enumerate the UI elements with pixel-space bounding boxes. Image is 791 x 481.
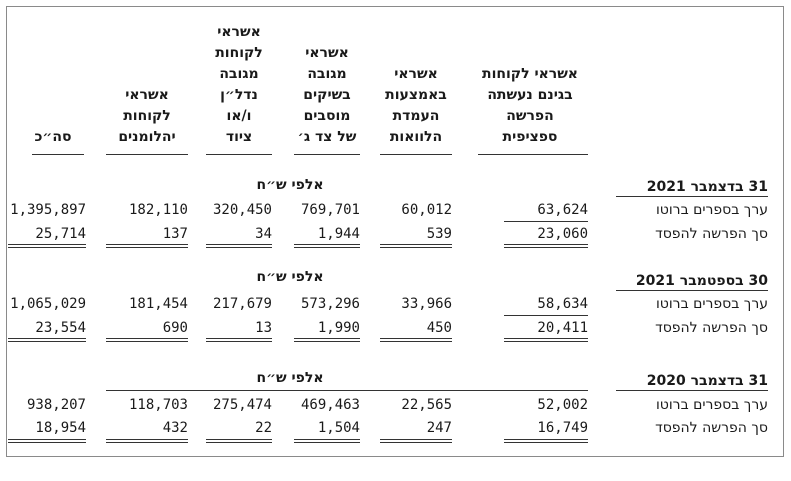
cell-loans: 247 xyxy=(426,420,452,436)
cell-specific: 58,634 xyxy=(537,296,588,312)
cell-total: 938,207 xyxy=(26,397,86,413)
row-label: ערך בספרים ברוטו xyxy=(655,397,768,413)
cell-checks: 573,296 xyxy=(300,296,360,312)
column-header-realestate: אשראי לקוחות מגובה נדל״ן ו/או ציוד xyxy=(215,24,263,145)
row-label: סך הפרשה להפסד xyxy=(655,320,768,336)
column-header-specific: אשראי לקוחות בגינם נעשתה הפרשה ספציפית xyxy=(482,66,578,145)
cell-loans: 539 xyxy=(426,226,452,242)
cell-total: 25,714 xyxy=(35,226,86,242)
cell-realestate: 13 xyxy=(255,320,272,336)
row-label: סך הפרשה להפסד xyxy=(655,226,768,242)
cell-realestate: 217,679 xyxy=(212,296,272,312)
section-title: 31 בדצמבר 2021 xyxy=(616,178,768,197)
cell-loans: 22,565 xyxy=(401,397,452,413)
cell-checks: 1,504 xyxy=(317,420,360,436)
cell-total: 18,954 xyxy=(35,420,86,436)
cell-realestate: 22 xyxy=(255,420,272,436)
cell-checks: 1,944 xyxy=(317,226,360,242)
cell-specific: 16,749 xyxy=(537,420,588,436)
cell-total: 1,395,897 xyxy=(10,202,86,218)
column-header-loans: אשראי באמצעות העמדת הלוואות xyxy=(385,66,447,145)
cell-loans: 33,966 xyxy=(401,296,452,312)
section-title: 31 בדצמבר 2020 xyxy=(616,372,768,391)
section-title: 30 בספטמבר 2021 xyxy=(616,272,768,291)
cell-private: 137 xyxy=(162,226,188,242)
column-header-private: אשראי לקוחות יהלומנים xyxy=(118,87,176,145)
table-frame xyxy=(6,6,784,457)
unit-label: אלפי ש״ח xyxy=(256,370,324,386)
cell-private: 432 xyxy=(162,420,188,436)
cell-checks: 469,463 xyxy=(300,397,360,413)
column-header-total: סה״כ xyxy=(34,129,72,145)
unit-label: אלפי ש״ח xyxy=(256,177,324,193)
unit-label: אלפי ש״ח xyxy=(256,269,324,285)
column-header-checks: אשראי מגובה בשיקים מוסבים של צד ג׳ xyxy=(297,45,357,145)
cell-specific: 63,624 xyxy=(537,202,588,218)
cell-checks: 769,701 xyxy=(300,202,360,218)
cell-private: 118,703 xyxy=(128,397,188,413)
cell-realestate: 34 xyxy=(255,226,272,242)
cell-loans: 60,012 xyxy=(401,202,452,218)
cell-specific: 23,060 xyxy=(537,226,588,242)
cell-specific: 52,002 xyxy=(537,397,588,413)
row-label: ערך בספרים ברוטו xyxy=(655,296,768,312)
row-label: סך הפרשה להפסד xyxy=(655,420,768,436)
cell-specific: 20,411 xyxy=(537,320,588,336)
row-label: ערך בספרים ברוטו xyxy=(655,202,768,218)
cell-total: 1,065,029 xyxy=(10,296,86,312)
cell-realestate: 320,450 xyxy=(212,202,272,218)
cell-total: 23,554 xyxy=(35,320,86,336)
cell-checks: 1,990 xyxy=(317,320,360,336)
cell-private: 182,110 xyxy=(128,202,188,218)
cell-loans: 450 xyxy=(426,320,452,336)
cell-private: 181,454 xyxy=(128,296,188,312)
cell-realestate: 275,474 xyxy=(212,397,272,413)
cell-private: 690 xyxy=(162,320,188,336)
